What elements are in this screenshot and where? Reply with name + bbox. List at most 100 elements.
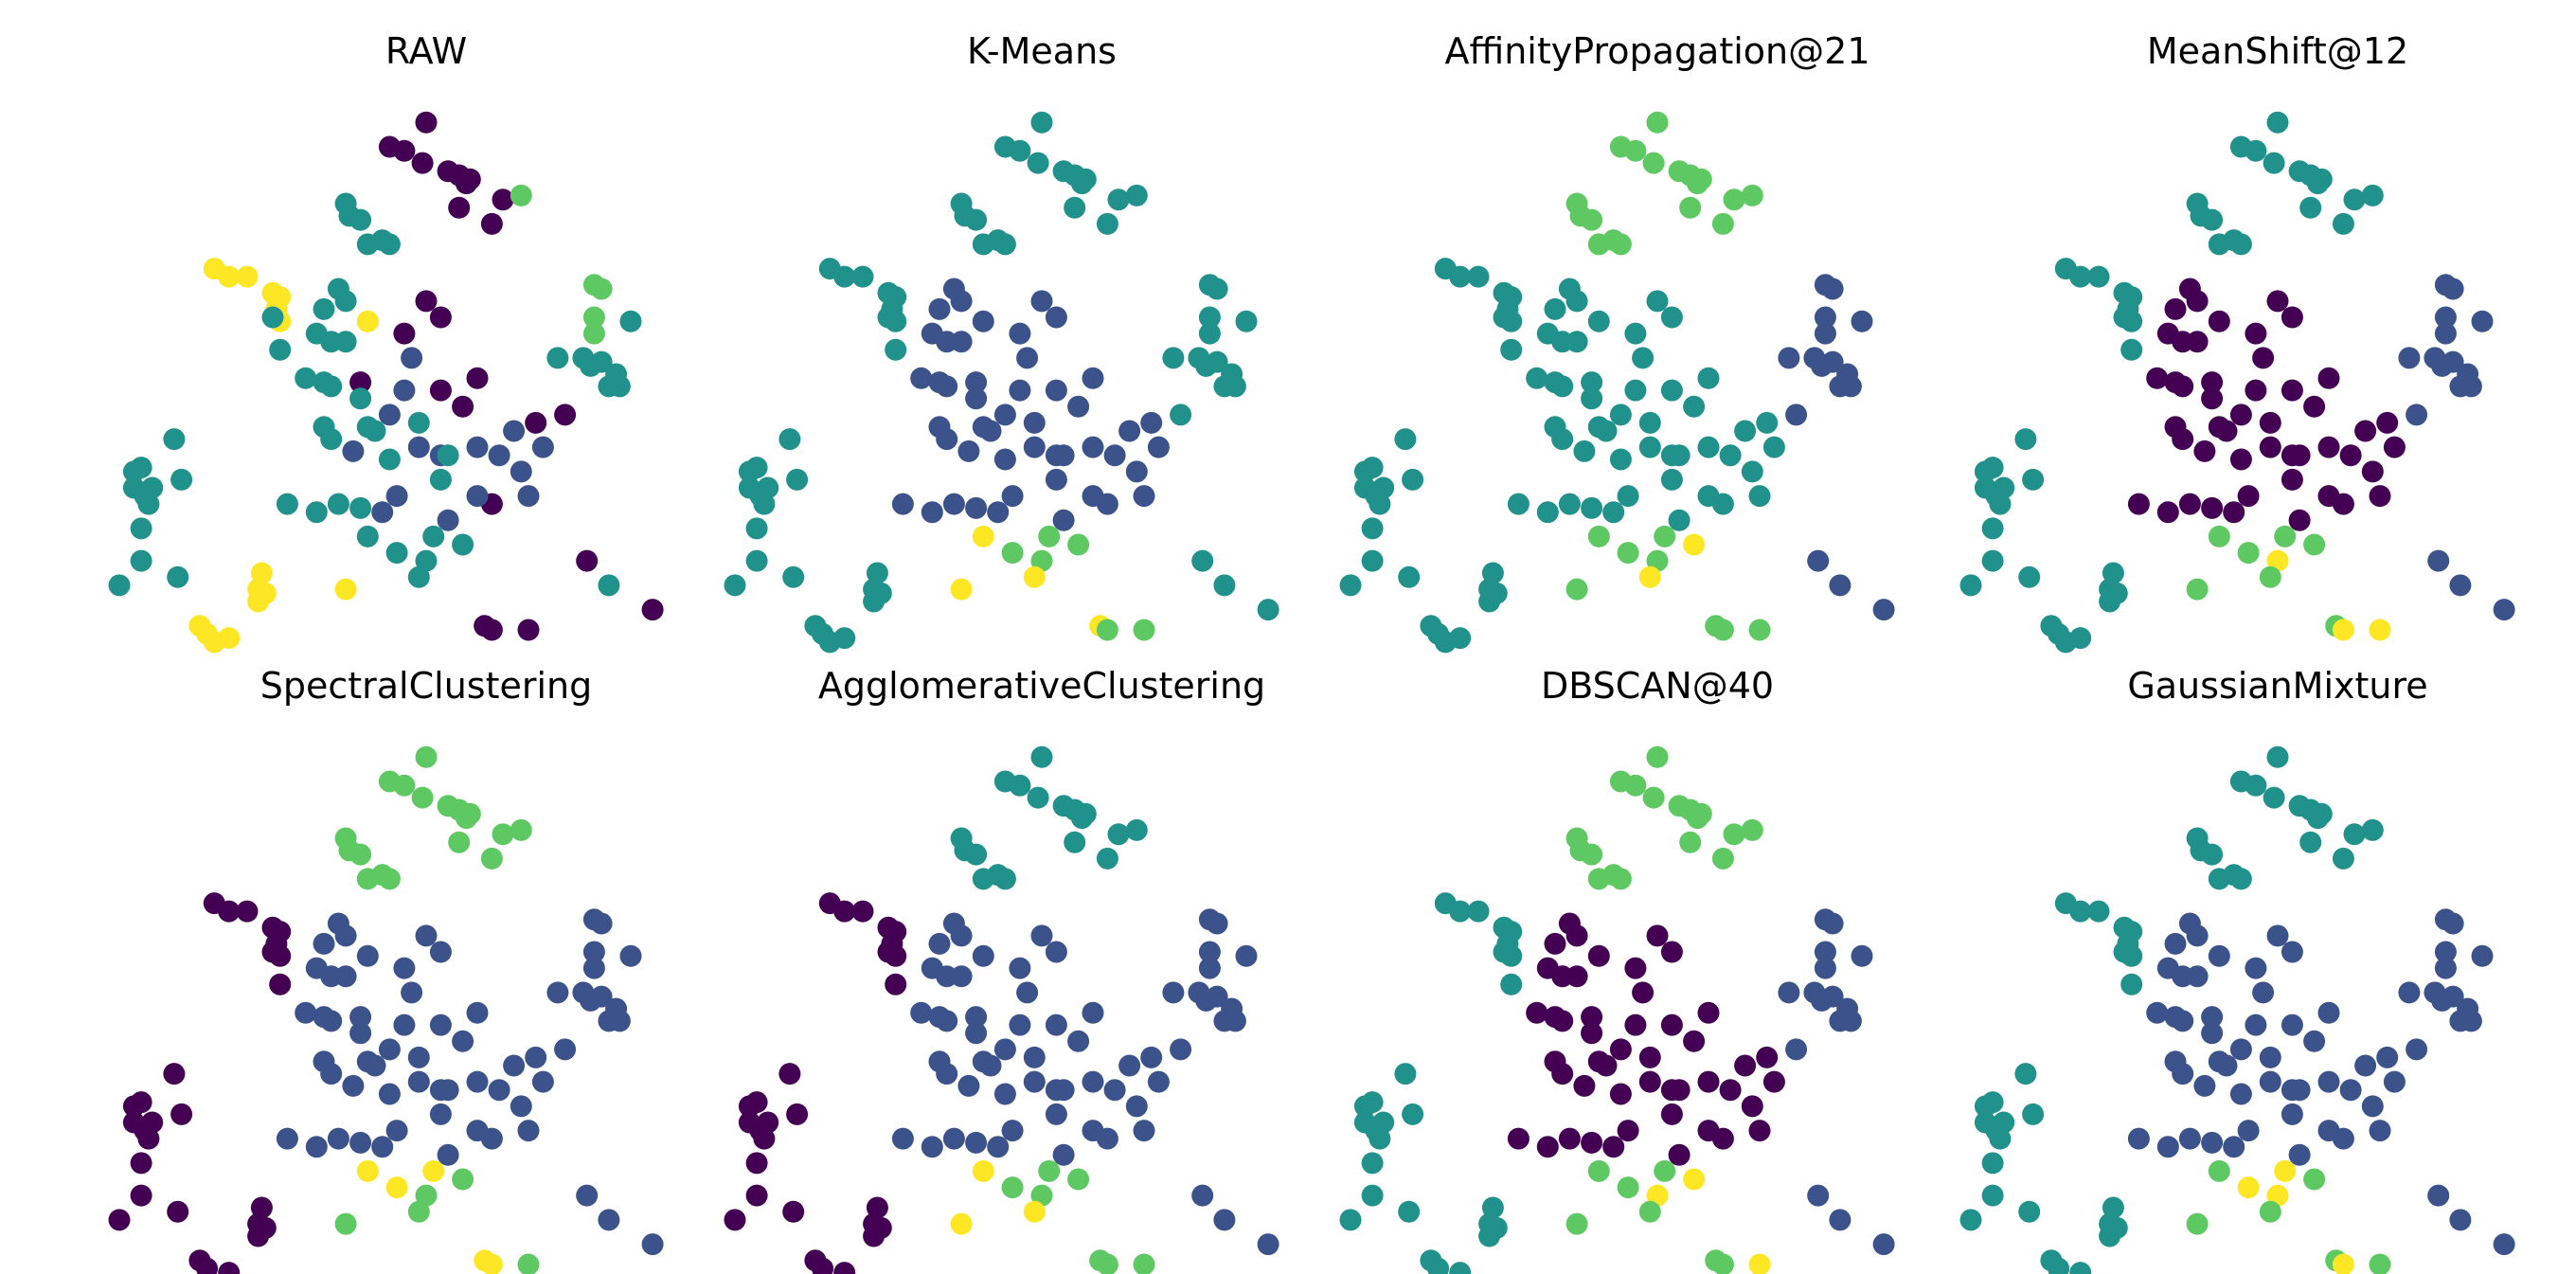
scatter-point xyxy=(334,578,357,601)
scatter-point xyxy=(1198,941,1221,963)
scatter-point xyxy=(936,375,958,398)
scatter-point xyxy=(448,831,471,853)
scatter-point xyxy=(2369,619,2391,641)
scatter-point xyxy=(1467,900,1490,923)
scatter-point xyxy=(2398,981,2421,1004)
scatter-point xyxy=(334,924,357,947)
scatter-point xyxy=(1107,188,1130,211)
scatter-point xyxy=(1617,1120,1639,1142)
scatter-point xyxy=(2245,957,2267,979)
scatter-point xyxy=(305,501,328,524)
scatter-point xyxy=(987,864,1010,887)
scatter-point xyxy=(1807,549,1830,572)
scatter-point xyxy=(1125,1095,1148,1118)
scatter-point xyxy=(1067,395,1090,418)
scatter-point xyxy=(1213,1209,1236,1231)
scatter-point xyxy=(1001,542,1024,565)
scatter-point xyxy=(1872,599,1895,621)
scatter-point xyxy=(2332,847,2354,870)
scatter-point xyxy=(590,985,613,1008)
scatter-point xyxy=(1103,444,1126,467)
scatter-point xyxy=(349,1006,372,1029)
scatter-point xyxy=(2229,448,2252,471)
scatter-point xyxy=(378,1083,401,1105)
scatter-point xyxy=(2434,957,2457,979)
scatter-point xyxy=(349,387,372,410)
scatter-point xyxy=(2164,297,2187,320)
scatter-point xyxy=(2303,1168,2326,1191)
scatter-point xyxy=(2208,944,2230,967)
scatter-point xyxy=(1981,549,2004,572)
scatter-point xyxy=(1683,533,1706,556)
scatter-point xyxy=(254,1216,277,1239)
scatter-point xyxy=(437,509,459,531)
scatter-point xyxy=(1974,1111,1996,1134)
scatter-point xyxy=(1734,420,1757,442)
scatter-point xyxy=(641,1233,664,1256)
scatter-point xyxy=(1038,525,1061,547)
scatter-point xyxy=(1756,411,1779,434)
scatter-point xyxy=(531,436,554,458)
scatter-point xyxy=(488,444,510,467)
panel-6: AgglomerativeClustering xyxy=(724,665,1279,1274)
scatter-point xyxy=(218,1262,241,1274)
scatter-point xyxy=(1762,436,1785,458)
scatter-point xyxy=(1609,135,1632,158)
scatter-point xyxy=(641,599,664,621)
scatter-point xyxy=(130,549,152,572)
scatter-point xyxy=(2449,574,2472,597)
scatter-point xyxy=(1595,420,1618,442)
scatter-point xyxy=(1074,802,1097,825)
scatter-point xyxy=(415,1184,438,1207)
scatter-point xyxy=(1096,1253,1118,1274)
scatter-point xyxy=(1398,1200,1421,1223)
scatter-point xyxy=(1609,1083,1632,1105)
scatter-point xyxy=(2252,981,2275,1004)
scatter-point xyxy=(2172,375,2194,398)
scatter-point xyxy=(130,1184,152,1207)
scatter-point xyxy=(1741,1095,1763,1118)
scatter-point xyxy=(1668,1079,1690,1102)
scatter-point xyxy=(582,941,605,963)
scatter-point xyxy=(2113,941,2136,963)
panel-title: AffinityPropagation@21 xyxy=(1444,30,1869,72)
scatter-point xyxy=(2266,111,2289,134)
scatter-point xyxy=(407,411,430,434)
scatter-point xyxy=(1001,1176,1024,1199)
scatter-point xyxy=(1581,843,1603,866)
scatter-point xyxy=(254,582,277,604)
scatter-point xyxy=(2018,1200,2041,1223)
scatter-point xyxy=(1762,1070,1785,1093)
scatter-point xyxy=(782,565,805,588)
scatter-point xyxy=(276,1127,298,1150)
scatter-point xyxy=(598,375,620,398)
scatter-point xyxy=(891,1127,914,1150)
scatter-point xyxy=(1526,367,1548,389)
scatter-point xyxy=(1009,322,1031,345)
scatter-point xyxy=(950,924,973,947)
scatter-point xyxy=(510,460,532,483)
scatter-point xyxy=(2223,501,2245,524)
scatter-point xyxy=(1198,306,1221,329)
scatter-point xyxy=(2449,1209,2472,1231)
scatter-point xyxy=(1679,196,1702,219)
scatter-point xyxy=(598,1209,620,1231)
scatter-point xyxy=(2022,468,2045,491)
scatter-point xyxy=(327,493,349,515)
scatter-point xyxy=(1660,1014,1683,1036)
scatter-point xyxy=(1565,965,1588,988)
scatter-point xyxy=(1624,957,1647,979)
scatter-point xyxy=(582,957,605,979)
scatter-point xyxy=(2193,440,2216,462)
scatter-point xyxy=(2259,565,2281,588)
scatter-point xyxy=(349,1022,372,1045)
scatter-point xyxy=(2186,290,2209,313)
scatter-point xyxy=(371,229,394,252)
scatter-point xyxy=(2369,1120,2391,1142)
scatter-point xyxy=(965,843,988,866)
scatter-point xyxy=(745,517,768,540)
scatter-point xyxy=(218,265,241,288)
scatter-point xyxy=(1756,1046,1779,1068)
scatter-point xyxy=(2434,941,2457,963)
